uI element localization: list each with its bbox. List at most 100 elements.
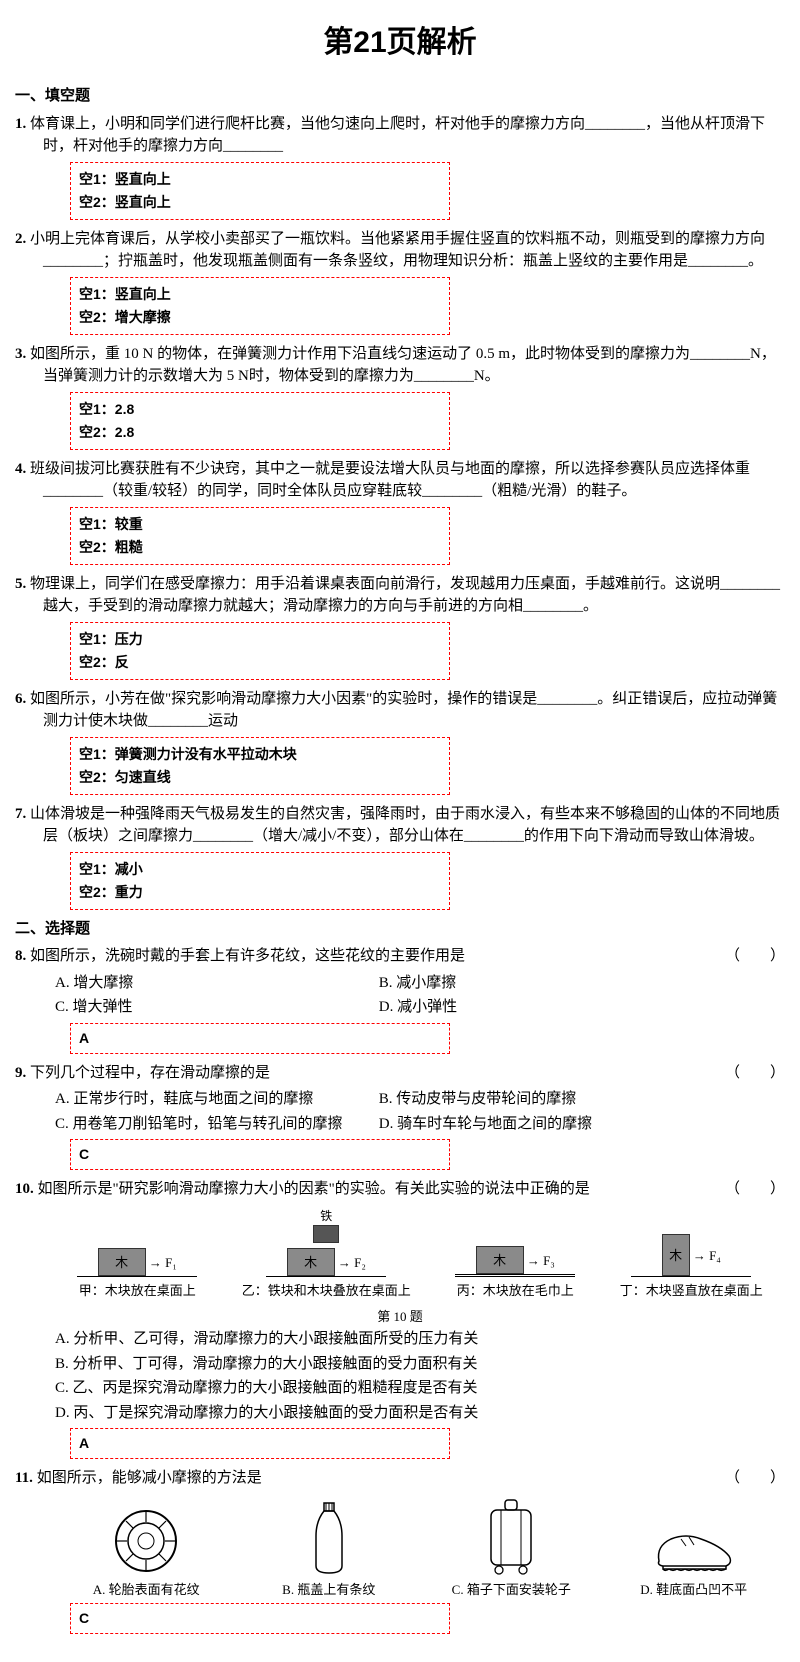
q10-optA: A. 分析甲、乙可得，滑动摩擦力的大小跟接触面所受的压力有关 [55,1328,785,1351]
q4-text: 班级间拔河比赛获胜有不少诀窍，其中之一就是要设法增大队员与地面的摩擦，所以选择参… [30,461,750,500]
q3-num: 3. [15,346,26,362]
q2-answer: 空1：竖直向上 空2：增大摩擦 [70,277,450,335]
q6-answer: 空1：弹簧测力计没有水平拉动木块 空2：匀速直线 [70,737,450,795]
q10-f2: F₂ [354,1255,366,1270]
blank2-label: 空2： [79,884,115,900]
q6-text: 如图所示，小芳在做"探究影响滑动摩擦力大小因素"的实验时，操作的错误是_____… [30,691,777,730]
blank2-label: 空2： [79,424,115,440]
q8-options: A. 增大摩擦 B. 减小摩擦 C. 增大弹性 D. 减小弹性 [15,972,785,1019]
q10-cap2: 乙：铁块和木块叠放在桌面上 [242,1281,411,1301]
q2-text: 小明上完体育课后，从学校小卖部买了一瓶饮料。当他紧紧用手握住竖直的饮料瓶不动，则… [30,231,765,270]
q11-optB: B. 瓶盖上有条纹 [244,1580,414,1600]
q11-figures: A. 轮胎表面有花纹 B. 瓶盖上有条纹 C. 箱子下面安装轮子 [15,1498,785,1600]
q10-optD: D. 丙、丁是探究滑动摩擦力的大小跟接触面的受力面积是否有关 [55,1402,785,1425]
q10-cap1: 甲：木块放在桌面上 [77,1281,197,1301]
q5-ans2: 反 [115,654,129,670]
q9-optB: B. 传动皮带与皮带轮间的摩擦 [379,1088,699,1111]
question-7: 7. 山体滑坡是一种强降雨天气极易发生的自然灾害，强降雨时，由于雨水浸入，有些本… [15,803,785,848]
question-5: 5. 物理课上，同学们在感受摩擦力：用手沿着课桌表面向前滑行，发现越用力压桌面，… [15,573,785,618]
q9-optA: A. 正常步行时，鞋底与地面之间的摩擦 [55,1088,375,1111]
iron-label: 铁 [242,1207,411,1225]
q10-cap3: 丙：木块放在毛巾上 [455,1281,575,1301]
q6-num: 6. [15,691,26,707]
q3-text: 如图所示，重 10 N 的物体，在弹簧测力计作用下沿直线匀速运动了 0.5 m，… [30,346,776,385]
q11-paren: （ ） [753,1467,785,1490]
q10-fig3: 木 → F₃ 丙：木块放在毛巾上 [455,1246,575,1301]
iron-icon [313,1225,339,1243]
page-title: 第21页解析 [0,0,800,80]
q5-ans1: 压力 [115,631,143,647]
q11-figA: A. 轮胎表面有花纹 [61,1506,231,1600]
q3-ans2: 2.8 [115,424,134,440]
blank2-label: 空2： [79,654,115,670]
blank1-label: 空1： [79,861,115,877]
q2-ans1: 竖直向上 [115,286,171,302]
q8-ans: A [79,1030,89,1046]
q9-ans: C [79,1146,89,1162]
q11-optD: D. 鞋底面凸凹不平 [609,1580,779,1600]
q8-optC: C. 增大弹性 [55,996,375,1019]
force-arrow-icon: → [527,1253,543,1268]
q7-text: 山体滑坡是一种强降雨天气极易发生的自然灾害，强降雨时，由于雨水浸入，有些本来不够… [30,806,780,845]
q10-options: A. 分析甲、乙可得，滑动摩擦力的大小跟接触面所受的压力有关 B. 分析甲、丁可… [15,1328,785,1424]
blank1-label: 空1： [79,631,115,647]
q8-optB: B. 减小摩擦 [379,972,699,995]
q8-optA: A. 增大摩擦 [55,972,375,995]
content-area: 一、填空题 1. 体育课上，小明和同学们进行爬杆比赛，当他匀速向上爬时，杆对他手… [0,85,800,1662]
q4-ans2: 粗糙 [115,539,143,555]
q1-ans1: 竖直向上 [115,171,171,187]
q9-optD: D. 骑车时车轮与地面之间的摩擦 [379,1113,699,1136]
q5-num: 5. [15,576,26,592]
tire-icon [111,1506,181,1576]
q3-answer: 空1：2.8 空2：2.8 [70,392,450,450]
q11-ans: C [79,1610,89,1626]
wood-icon: 木 [98,1248,146,1276]
q9-options: A. 正常步行时，鞋底与地面之间的摩擦 B. 传动皮带与皮带轮间的摩擦 C. 用… [15,1088,785,1135]
blank2-label: 空2： [79,309,115,325]
wood-icon: 木 [287,1248,335,1276]
q4-num: 4. [15,461,26,477]
q11-optA: A. 轮胎表面有花纹 [61,1580,231,1600]
q10-figures: 木 → F₁ 甲：木块放在桌面上 铁 木 → F₂ 乙：铁块和木块叠放在桌面上 … [15,1207,785,1301]
q11-optC: C. 箱子下面安装轮子 [426,1580,596,1600]
wood-icon: 木 [662,1234,690,1276]
q1-num: 1. [15,116,26,132]
q2-num: 2. [15,231,26,247]
q4-ans1: 较重 [115,516,143,532]
q8-num: 8. [15,948,26,964]
q8-text: 如图所示，洗碗时戴的手套上有许多花纹，这些花纹的主要作用是 [30,948,465,964]
shoe-icon [651,1521,736,1576]
blank1-label: 空1： [79,171,115,187]
q8-optD: D. 减小弹性 [379,996,699,1019]
q6-ans1: 弹簧测力计没有水平拉动木块 [115,746,297,762]
wood-icon: 木 [476,1246,524,1274]
q1-text: 体育课上，小明和同学们进行爬杆比赛，当他匀速向上爬时，杆对他手的摩擦力方向___… [30,116,765,155]
question-8: 8. 如图所示，洗碗时戴的手套上有许多花纹，这些花纹的主要作用是 （ ） [15,945,785,968]
section-1-title: 一、填空题 [15,85,785,108]
q11-num: 11. [15,1470,33,1486]
q9-answer: C [70,1139,450,1170]
question-1: 1. 体育课上，小明和同学们进行爬杆比赛，当他匀速向上爬时，杆对他手的摩擦力方向… [15,113,785,158]
q5-text: 物理课上，同学们在感受摩擦力：用手沿着课桌表面向前滑行，发现越用力压桌面，手越难… [30,576,780,615]
q9-paren: （ ） [753,1062,785,1085]
q10-num: 10. [15,1181,34,1197]
blank2-label: 空2： [79,769,115,785]
q7-num: 7. [15,806,26,822]
q7-ans1: 减小 [115,861,143,877]
q10-optC: C. 乙、丙是探究滑动摩擦力的大小跟接触面的粗糙程度是否有关 [55,1377,785,1400]
q10-fig2: 铁 木 → F₂ 乙：铁块和木块叠放在桌面上 [242,1207,411,1301]
q10-f1: F₁ [165,1255,177,1270]
q10-fig-title: 第 10 题 [15,1307,785,1327]
q10-answer: A [70,1428,450,1459]
q11-figB: B. 瓶盖上有条纹 [244,1501,414,1600]
blank1-label: 空1： [79,516,115,532]
blank2-label: 空2： [79,194,115,210]
q10-ans: A [79,1435,89,1451]
q10-f3: F₃ [543,1253,555,1268]
blank1-label: 空1： [79,746,115,762]
question-10: 10. 如图所示是"研究影响滑动摩擦力大小的因素"的实验。有关此实验的说法中正确… [15,1178,785,1201]
q9-num: 9. [15,1065,26,1081]
q1-answer: 空1：竖直向上 空2：竖直向上 [70,162,450,220]
section-2-title: 二、选择题 [15,918,785,941]
q11-figC: C. 箱子下面安装轮子 [426,1498,596,1600]
